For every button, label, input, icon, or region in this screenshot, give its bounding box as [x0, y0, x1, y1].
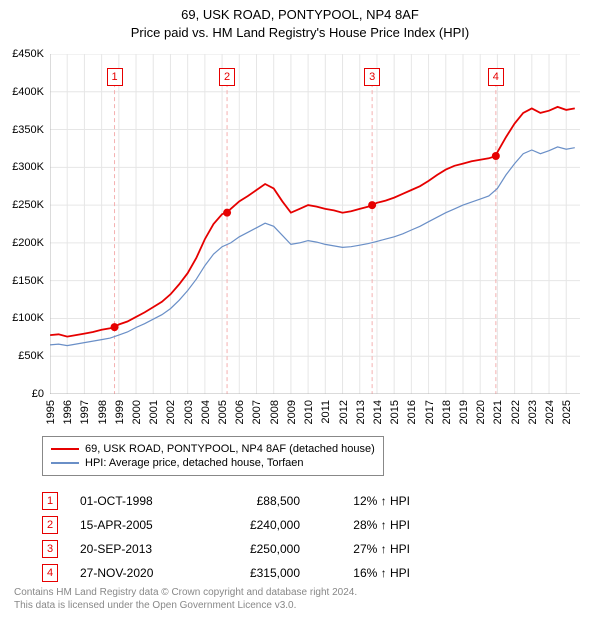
transaction-row: 1 01-OCT-1998 £88,500 12% ↑ HPI — [42, 492, 410, 510]
x-axis-label: 2008 — [269, 400, 281, 424]
x-axis-label: 2001 — [148, 400, 160, 424]
transaction-pct: 28% ↑ HPI — [310, 518, 410, 532]
x-axis-label: 2021 — [492, 400, 504, 424]
x-axis-label: 2003 — [183, 400, 195, 424]
legend-swatch — [51, 462, 79, 463]
x-axis-label: 2006 — [234, 400, 246, 424]
x-axis-label: 2012 — [338, 400, 350, 424]
chart-marker-4: 4 — [488, 68, 504, 86]
transaction-date: 15-APR-2005 — [80, 518, 200, 532]
transaction-table: 1 01-OCT-1998 £88,500 12% ↑ HPI 2 15-APR-2005… — [42, 486, 410, 588]
x-axis-label: 2023 — [527, 400, 539, 424]
x-axis-label: 2002 — [165, 400, 177, 424]
x-axis-label: 2000 — [131, 400, 143, 424]
x-axis-label: 2004 — [200, 400, 212, 424]
footer-line-2: This data is licensed under the Open Gov… — [14, 599, 357, 612]
transaction-marker: 1 — [42, 492, 58, 510]
x-axis-label: 1995 — [45, 400, 57, 424]
transaction-date: 01-OCT-1998 — [80, 494, 200, 508]
x-axis-label: 2020 — [475, 400, 487, 424]
legend-item: HPI: Average price, detached house, Torf… — [51, 457, 375, 469]
transaction-marker: 4 — [42, 564, 58, 582]
y-axis-label: £150K — [12, 275, 44, 287]
legend-swatch — [51, 448, 79, 450]
transaction-marker: 2 — [42, 516, 58, 534]
transaction-pct: 16% ↑ HPI — [310, 566, 410, 580]
x-axis-label: 2018 — [441, 400, 453, 424]
x-axis-label: 2007 — [251, 400, 263, 424]
x-axis-label: 2009 — [286, 400, 298, 424]
y-axis-label: £450K — [12, 48, 44, 60]
y-axis-label: £400K — [12, 86, 44, 98]
transaction-marker: 3 — [42, 540, 58, 558]
transaction-price: £88,500 — [210, 494, 300, 508]
y-axis-label: £100K — [12, 312, 44, 324]
chart-container: 69, USK ROAD, PONTYPOOL, NP4 8AF Price p… — [0, 0, 600, 620]
y-axis-label: £50K — [18, 350, 44, 362]
y-axis-label: £0 — [32, 388, 44, 400]
transaction-date: 27-NOV-2020 — [80, 566, 200, 580]
plot-svg — [50, 54, 580, 394]
x-axis-label: 2005 — [217, 400, 229, 424]
transaction-price: £315,000 — [210, 566, 300, 580]
transaction-pct: 27% ↑ HPI — [310, 542, 410, 556]
x-axis-label: 2022 — [510, 400, 522, 424]
chart-area: £0£50K£100K£150K£200K£250K£300K£350K£400… — [50, 54, 580, 394]
transaction-row: 4 27-NOV-2020 £315,000 16% ↑ HPI — [42, 564, 410, 582]
transaction-price: £240,000 — [210, 518, 300, 532]
chart-marker-3: 3 — [364, 68, 380, 86]
x-axis-label: 2017 — [424, 400, 436, 424]
footer-line-1: Contains HM Land Registry data © Crown c… — [14, 586, 357, 599]
title-block: 69, USK ROAD, PONTYPOOL, NP4 8AF Price p… — [0, 0, 600, 42]
x-axis-label: 2024 — [544, 400, 556, 424]
x-axis-label: 2010 — [303, 400, 315, 424]
x-axis-label: 2019 — [458, 400, 470, 424]
transaction-date: 20-SEP-2013 — [80, 542, 200, 556]
transaction-row: 2 15-APR-2005 £240,000 28% ↑ HPI — [42, 516, 410, 534]
x-axis-label: 1996 — [62, 400, 74, 424]
x-axis-label: 2025 — [561, 400, 573, 424]
x-axis-label: 2014 — [372, 400, 384, 424]
chart-marker-2: 2 — [219, 68, 235, 86]
y-axis-label: £300K — [12, 161, 44, 173]
x-axis-label: 2011 — [320, 400, 332, 424]
x-axis-label: 2016 — [406, 400, 418, 424]
transaction-pct: 12% ↑ HPI — [310, 494, 410, 508]
y-axis-label: £250K — [12, 199, 44, 211]
legend-box: 69, USK ROAD, PONTYPOOL, NP4 8AF (detach… — [42, 436, 384, 476]
x-axis-label: 1998 — [97, 400, 109, 424]
y-axis-label: £350K — [12, 124, 44, 136]
legend-label: HPI: Average price, detached house, Torf… — [85, 457, 304, 469]
title-line-1: 69, USK ROAD, PONTYPOOL, NP4 8AF — [0, 6, 600, 24]
x-axis-label: 1997 — [79, 400, 91, 424]
transaction-row: 3 20-SEP-2013 £250,000 27% ↑ HPI — [42, 540, 410, 558]
x-axis-label: 1999 — [114, 400, 126, 424]
chart-marker-1: 1 — [107, 68, 123, 86]
legend-label: 69, USK ROAD, PONTYPOOL, NP4 8AF (detach… — [85, 443, 375, 455]
legend-item: 69, USK ROAD, PONTYPOOL, NP4 8AF (detach… — [51, 443, 375, 455]
footer-attribution: Contains HM Land Registry data © Crown c… — [14, 586, 357, 612]
x-axis-label: 2013 — [355, 400, 367, 424]
x-axis-label: 2015 — [389, 400, 401, 424]
y-axis-label: £200K — [12, 237, 44, 249]
title-line-2: Price paid vs. HM Land Registry's House … — [0, 24, 600, 42]
transaction-price: £250,000 — [210, 542, 300, 556]
